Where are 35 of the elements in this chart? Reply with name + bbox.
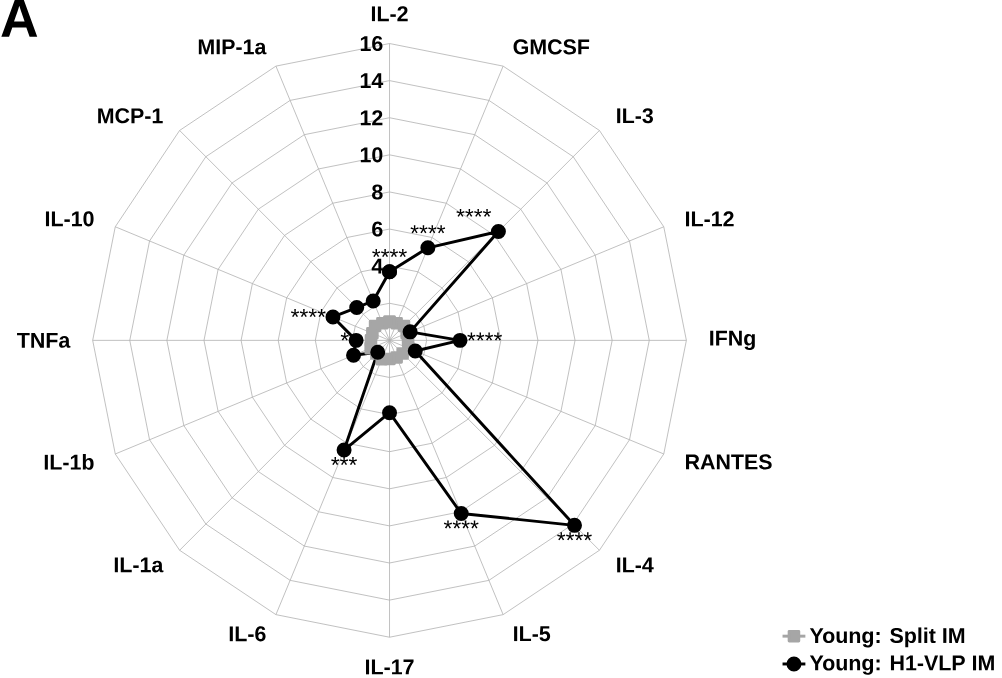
- spoke-label: IL-17: [365, 659, 414, 675]
- chart-title: A: [1, 0, 38, 37]
- spoke-label: IL-1b: [44, 454, 94, 470]
- spoke-label: IL-12: [686, 211, 734, 227]
- spoke-label: IL-2: [371, 6, 408, 22]
- text: ****: [467, 332, 502, 341]
- y-tick-label: 14: [360, 73, 384, 89]
- legend-label: Young: Split IM: [809, 627, 965, 648]
- spoke-label: GMCSF: [513, 39, 590, 55]
- y-tick-label: 4: [371, 258, 384, 274]
- legend-label: Young: H1-VLP IM: [809, 655, 994, 676]
- y-tick-label: 8: [372, 184, 383, 200]
- spoke-label: IL-3: [617, 108, 653, 124]
- y-tick-label: 6: [372, 221, 383, 237]
- text: ****: [410, 225, 446, 234]
- spoke-label: IFNg: [710, 330, 755, 351]
- y-tick-label: 10: [360, 147, 383, 163]
- spoke-label: MIP-1a: [198, 39, 267, 55]
- text: ****: [443, 520, 479, 529]
- spoke-label: RANTES: [686, 454, 772, 470]
- text: ***: [331, 457, 357, 466]
- spoke-label: IL-5: [514, 626, 551, 642]
- y-tick-label: 12: [360, 110, 383, 126]
- y-tick-label: 16: [360, 36, 383, 52]
- text: *: [340, 332, 349, 341]
- spoke-label: IL-10: [45, 211, 94, 227]
- text: ****: [557, 532, 592, 541]
- text: ****: [456, 209, 492, 218]
- spoke-label: IL-6: [229, 626, 266, 642]
- spoke-label: IL-1a: [114, 557, 164, 573]
- text: ****: [372, 249, 407, 258]
- text: ****: [290, 309, 326, 318]
- spoke-label: TNFa: [17, 333, 71, 348]
- spoke-label: IL-4: [617, 557, 654, 573]
- spoke-label: MCP-1: [98, 108, 163, 124]
